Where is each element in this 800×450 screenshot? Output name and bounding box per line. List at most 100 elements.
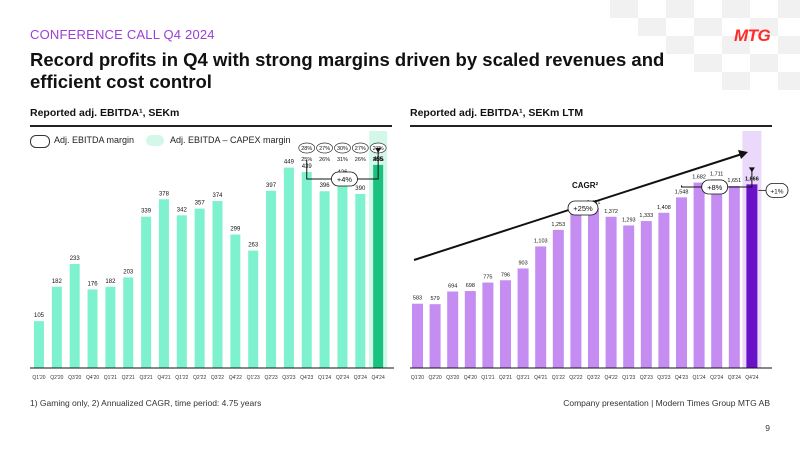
margin-oval: [334, 142, 351, 154]
data-label: 390: [355, 186, 366, 192]
x-tick-label: Q1'20: [411, 375, 424, 381]
data-label: 233: [70, 256, 81, 262]
x-tick-label: Q1'23: [247, 375, 260, 381]
bar: [482, 282, 494, 368]
x-tick-label: Q3'20: [68, 375, 81, 381]
bar: [746, 184, 758, 368]
page-title: Record profits in Q4 with strong margins…: [30, 49, 665, 92]
data-label: 339: [141, 209, 152, 215]
data-label: 1,333: [639, 213, 653, 219]
x-tick-label: Q3'24: [728, 375, 741, 381]
bar: [283, 167, 294, 368]
growth-pill: [701, 179, 729, 195]
data-label: 796: [501, 272, 510, 278]
right-chart-rule: [410, 125, 772, 127]
x-tick-label: Q3'23: [657, 375, 670, 381]
bar: [605, 216, 617, 368]
legend-label: Adj. EBITDA – CAPEX margin: [170, 135, 291, 145]
bar: [552, 229, 564, 368]
data-label: 182: [52, 279, 63, 285]
x-tick-label: Q4'22: [229, 375, 242, 381]
data-label: 449: [284, 160, 295, 166]
x-tick-label: Q3'21: [140, 375, 153, 381]
left-chart-title: Reported adj. EBITDA¹, SEKm: [30, 107, 180, 119]
data-label: 1,651: [727, 178, 741, 184]
data-label: 579: [431, 296, 440, 302]
bar: [728, 186, 740, 368]
bar: [711, 179, 723, 368]
bar: [248, 250, 259, 368]
x-tick-label: Q2'23: [640, 375, 653, 381]
data-label: 775: [483, 275, 492, 281]
x-tick-label: Q4'24: [372, 375, 385, 381]
bar: [105, 286, 116, 368]
x-tick-label: Q1'20: [32, 375, 45, 381]
growth-arrowhead: [748, 167, 755, 173]
margin-label: 27%: [355, 146, 366, 152]
bar: [123, 277, 134, 368]
data-label: 1,408: [657, 205, 671, 211]
cagr-pill: [567, 200, 599, 216]
bar: [69, 263, 80, 368]
bar: [535, 246, 547, 368]
growth-pill: [331, 171, 358, 187]
bar: [87, 289, 98, 368]
bar: [266, 190, 277, 368]
data-label: 583: [413, 296, 422, 302]
capex-margin-label: 25%: [301, 157, 312, 163]
margin-label: 27%: [319, 146, 330, 152]
bar: [212, 201, 223, 368]
x-tick-label: Q2'21: [122, 375, 135, 381]
checkered-decoration: [610, 0, 800, 90]
right-chart-title: Reported adj. EBITDA¹, SEKm LTM: [410, 107, 584, 119]
data-label: 263: [248, 243, 259, 249]
x-tick-label: Q4'20: [464, 375, 477, 381]
bar: [429, 304, 441, 368]
bar: [588, 208, 599, 368]
bar: [301, 172, 312, 368]
x-tick-label: Q2'22: [193, 375, 206, 381]
page-number: 9: [765, 423, 770, 433]
bar: [623, 225, 635, 368]
x-tick-label: Q4'24: [745, 375, 758, 381]
x-tick-label: Q4'23: [675, 375, 688, 381]
margin-label: 28%: [301, 146, 312, 152]
data-label: 397: [266, 183, 277, 189]
company-label: Company presentation | Modern Times Grou…: [563, 398, 770, 408]
margin-oval: [316, 142, 333, 154]
x-tick-label: Q1'24: [318, 375, 331, 381]
bar: [676, 197, 687, 368]
data-label: 903: [519, 260, 528, 266]
data-label: 1,682: [692, 175, 706, 181]
side-pill: [765, 182, 789, 198]
x-tick-label: Q3'22: [587, 375, 600, 381]
bar: [640, 221, 652, 368]
x-tick-label: Q3'23: [282, 375, 295, 381]
capex-margin-label: 31%: [337, 157, 348, 163]
cagr-value: +25%: [573, 204, 593, 213]
data-label: 1,103: [534, 238, 548, 244]
bar: [34, 321, 44, 368]
data-label: 357: [195, 201, 206, 207]
bar: [693, 182, 705, 368]
bar: [230, 234, 241, 368]
margin-oval: [351, 142, 369, 154]
data-label: 1,548: [675, 189, 689, 195]
bar: [517, 268, 529, 368]
bar: [464, 291, 476, 368]
growth-label: +8%: [707, 183, 723, 192]
bar: [373, 164, 384, 368]
x-tick-label: Q4'20: [86, 375, 99, 381]
mtg-logo: MTG: [734, 26, 771, 45]
legend-label: Adj. EBITDA margin: [54, 135, 135, 145]
x-tick-label: Q3'21: [517, 375, 530, 381]
bar: [412, 303, 423, 368]
x-tick-label: Q1'23: [622, 375, 635, 381]
x-tick-label: Q1'21: [104, 375, 117, 381]
x-tick-label: Q4'21: [534, 375, 547, 381]
bar: [447, 291, 459, 368]
capex-margin-label: 26%: [319, 157, 330, 163]
x-tick-label: Q3'24: [354, 375, 367, 381]
x-tick-label: Q3'20: [446, 375, 459, 381]
